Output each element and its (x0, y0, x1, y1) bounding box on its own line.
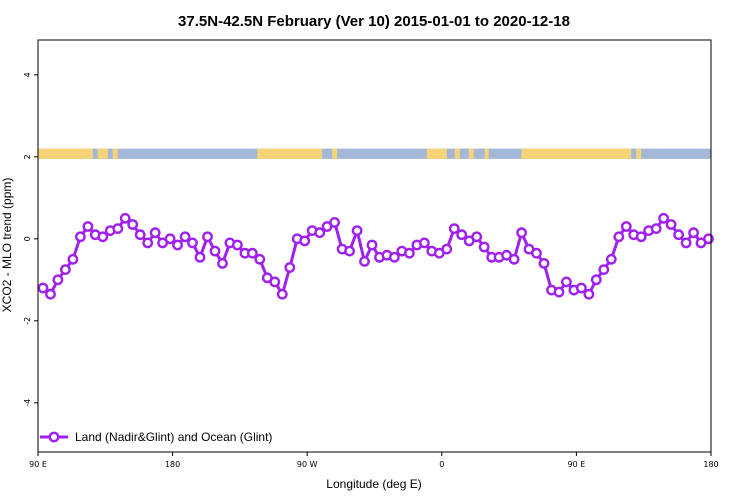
land-segment (97, 148, 108, 159)
data-point (97, 231, 109, 243)
data-point (456, 229, 468, 241)
data-point (134, 229, 146, 241)
data-point (276, 288, 288, 300)
data-point (329, 216, 340, 228)
x-axis-label: Longitude (deg E) (326, 477, 421, 491)
data-point (82, 221, 94, 232)
data-point (538, 257, 550, 269)
data-point (598, 264, 610, 275)
data-point (605, 253, 617, 265)
x-tick-label: 90 E (29, 460, 47, 469)
data-point (688, 227, 699, 239)
data-point (217, 257, 228, 269)
data-point (119, 212, 131, 224)
data-point (590, 274, 602, 286)
data-point (314, 227, 326, 239)
data-point (37, 282, 49, 294)
land-segment (112, 148, 118, 159)
data-point (75, 231, 86, 243)
y-tick-label: 4 (23, 72, 32, 77)
data-point (471, 231, 483, 243)
land-segment (521, 148, 632, 159)
data-point (231, 239, 243, 251)
ocean-band (38, 148, 711, 159)
data-point (209, 245, 221, 257)
data-point (142, 237, 154, 249)
data-point (149, 227, 161, 239)
data-point (67, 253, 79, 265)
data-point (441, 243, 453, 255)
data-point (366, 239, 378, 251)
data-point (403, 247, 415, 259)
x-tick-label: 90 W (297, 460, 318, 469)
x-tick-label: 180 (703, 460, 718, 469)
land-segment (636, 148, 642, 159)
data-point (127, 219, 139, 230)
y-tick-label: 2 (23, 154, 32, 159)
y-axis-label: XCO2 - MLO trend (ppm) (0, 178, 14, 313)
data-point (650, 223, 662, 235)
data-point (172, 239, 184, 251)
data-point (246, 247, 258, 259)
data-point (680, 237, 692, 249)
data-point (620, 221, 632, 232)
data-point (344, 245, 355, 257)
chart-title: 37.5N-42.5N February (Ver 10) 2015-01-01… (178, 13, 570, 30)
plot-frame (37, 39, 712, 453)
data-point (561, 276, 572, 288)
data-point (179, 231, 191, 243)
data-point (516, 227, 527, 239)
land-segment (332, 148, 338, 159)
y-tick-label: -2 (23, 317, 32, 325)
y-tick-label: 0 (23, 236, 32, 241)
land-segment (426, 148, 447, 159)
data-point (202, 231, 213, 243)
data-point (576, 282, 587, 294)
data-point (388, 251, 400, 263)
data-point (448, 223, 460, 235)
data-point (112, 223, 124, 235)
land-segment (454, 148, 460, 159)
data-point (658, 212, 669, 224)
x-tick-label: 180 (165, 460, 180, 469)
data-point (553, 286, 565, 298)
x-tick-label: 0 (439, 460, 444, 469)
data-point (531, 247, 542, 259)
data-point (635, 231, 647, 243)
data-point (508, 253, 520, 265)
data-point (254, 253, 266, 265)
data-point (164, 233, 176, 245)
data-point (583, 288, 595, 300)
legend: Land (Nadir&Glint) and Ocean (Glint) (40, 430, 272, 444)
series-layer (37, 212, 714, 300)
data-point (187, 237, 198, 249)
y-tick-label: -4 (23, 399, 32, 407)
data-point (478, 241, 490, 253)
x-axis: 90 E 180 90 W 0 90 E 180 (29, 452, 719, 469)
data-point (359, 255, 370, 267)
legend-marker (48, 431, 60, 443)
data-point (299, 235, 311, 247)
y-axis: -4 -2 0 2 4 (23, 72, 38, 407)
data-point (613, 231, 625, 243)
data-point (194, 251, 206, 263)
legend-label: Land (Nadir&Glint) and Ocean (Glint) (75, 430, 272, 444)
data-point (60, 264, 71, 275)
data-point (351, 225, 363, 237)
data-point (665, 219, 677, 230)
land-segment (257, 148, 323, 159)
land-ocean-strip (38, 148, 711, 159)
land-segment (484, 148, 489, 159)
data-point (45, 288, 56, 300)
data-point (418, 237, 430, 249)
x-tick-label: 90 E (568, 460, 586, 469)
land-segment (468, 148, 474, 159)
data-point (269, 276, 281, 288)
data-point (673, 229, 684, 241)
data-point (52, 274, 64, 286)
data-point (284, 262, 296, 273)
land-segment (38, 148, 93, 159)
